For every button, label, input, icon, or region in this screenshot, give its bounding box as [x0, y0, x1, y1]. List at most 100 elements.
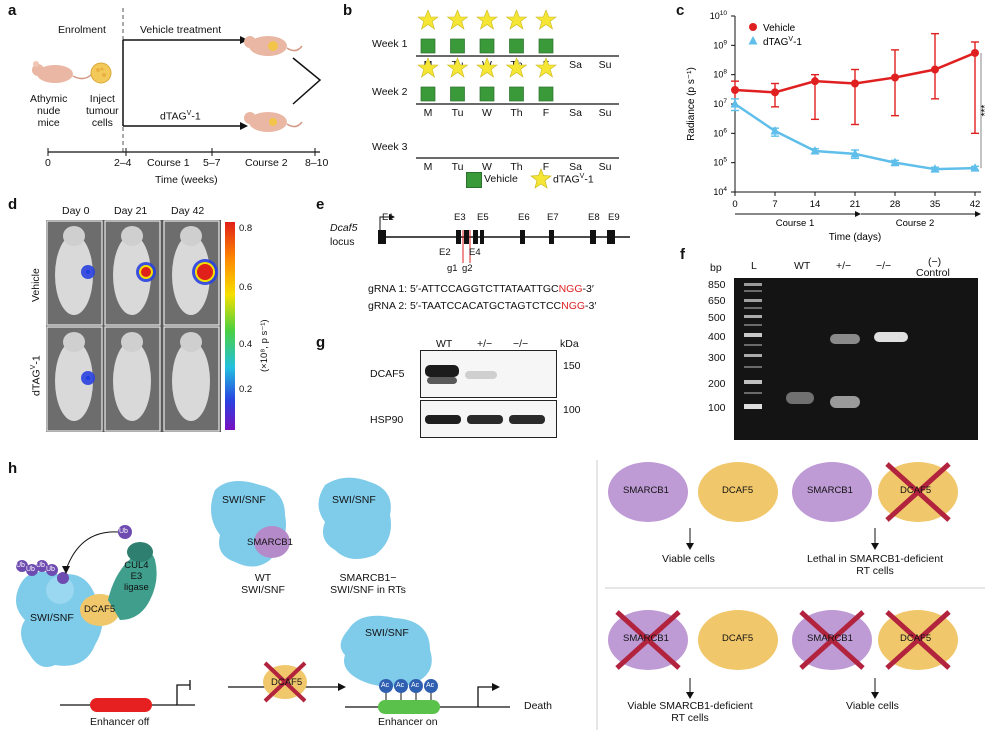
- tick-0: 0: [45, 157, 51, 169]
- enhancer-off-text: Enhancer off: [90, 716, 150, 728]
- data-point-vehicle: [771, 88, 779, 97]
- cul4-ligase: [108, 542, 157, 620]
- q3-smarcb1: SMARCB1: [623, 633, 669, 644]
- data-point-vehicle: [811, 77, 819, 86]
- mouse-dtag-icon: [244, 112, 303, 132]
- exon-e1: E1: [382, 212, 394, 223]
- data-point-vehicle: [731, 86, 739, 95]
- mouse-body: [172, 341, 210, 421]
- dcaf5-crossed-icon: [263, 661, 307, 703]
- mouse-head: [63, 226, 85, 246]
- guide-g2: g2: [462, 263, 473, 274]
- gene-name: Dcaf5: [330, 222, 358, 234]
- day-label: W: [482, 161, 492, 173]
- swi-snf-enhancer-icon: [340, 615, 432, 687]
- significance-stars: ***: [980, 105, 990, 117]
- wt-caption: WT SWI/SNF: [241, 572, 285, 596]
- data-point-vehicle: [891, 73, 899, 82]
- q3-dcaf5: DCAF5: [722, 633, 754, 644]
- legend-text: dTAGV-1: [763, 36, 802, 48]
- q4-smarcb1: SMARCB1: [807, 633, 853, 644]
- legend-dtag-star-icon: [530, 168, 552, 195]
- tick-2-4: 2–4: [114, 157, 132, 169]
- course2-label: Course 2: [245, 157, 288, 169]
- y-tick-label: 105: [713, 157, 727, 168]
- exon-e7: E7: [547, 212, 559, 223]
- enhancer-on-text: Enhancer on: [378, 716, 438, 728]
- tumour-signal-center: [86, 270, 90, 274]
- scale-tick-04: 0.4: [239, 339, 253, 350]
- mouse-body: [172, 235, 210, 315]
- lane-ko-pcr: −/−: [876, 260, 892, 272]
- dtag-star-icon: [446, 9, 469, 30]
- western-blot-dcaf5: [420, 350, 557, 398]
- dcaf5-blob-1: [698, 462, 778, 522]
- athymic-label: Athymic nude mice: [30, 93, 68, 129]
- legend-dtag-text: dTAGV-1: [553, 173, 594, 186]
- dtag-star-icon: [476, 57, 498, 78]
- vehicle-square: [420, 38, 436, 54]
- bp-500: 500: [708, 312, 726, 324]
- panel-e-label: e: [316, 196, 325, 213]
- mouse-head: [121, 332, 143, 352]
- legend-vehicle-swatch: [466, 172, 482, 188]
- exon-e5: E5: [477, 212, 489, 223]
- panel-c: 104 105 106 107 108 109 1010 0 7 14 21 28 35 42 Course…: [660, 0, 990, 250]
- day-label: Su: [599, 161, 612, 173]
- x-tick-label: 7: [772, 199, 777, 210]
- smarcb1-crossed-blob-3: [608, 610, 688, 670]
- day-label: F: [543, 161, 549, 173]
- vehicle-square: [450, 86, 465, 102]
- legend-marker-vehicle: [749, 23, 757, 31]
- data-point-dtag: [970, 163, 980, 172]
- day-label: W: [482, 107, 492, 119]
- dcaf5-crossed-blob-2: [878, 462, 958, 522]
- rt-caption: SMARCB1− SWI/SNF in RTs: [330, 572, 406, 596]
- x-tick-label: 42: [970, 199, 981, 210]
- x-tick-label: 0: [732, 199, 737, 210]
- bp-100: 100: [708, 402, 726, 414]
- exon-e8: E8: [588, 212, 600, 223]
- scale-tick-08: 0.8: [239, 223, 253, 234]
- panel-d-label: d: [8, 196, 18, 213]
- tick-8-10: 8–10: [305, 157, 329, 169]
- y-tick-label: 106: [713, 127, 727, 138]
- course1-text: Course 1: [776, 218, 815, 229]
- vehicle-square: [538, 86, 554, 102]
- color-scale-bar: [225, 222, 235, 430]
- lane-wt-pcr: WT: [794, 260, 811, 272]
- lane-ladder: L: [751, 260, 757, 272]
- mouse-vehicle-icon: [244, 36, 303, 56]
- lane-het: +/−: [477, 338, 493, 350]
- bp-200: 200: [708, 378, 726, 390]
- vehicle-square: [479, 38, 495, 54]
- scale-tick-06: 0.6: [239, 282, 253, 293]
- course2-text: Course 2: [896, 218, 935, 229]
- course1-label: Course 1: [147, 157, 190, 169]
- rt-swi-snf-icon: [318, 477, 391, 559]
- y-axis-label: Radiance (p s⁻¹): [686, 67, 697, 141]
- legend-vehicle-text: Vehicle: [484, 173, 518, 185]
- day0-label: Day 0: [62, 205, 90, 217]
- mouse-body: [113, 235, 151, 315]
- scale-label: (×10⁸, p s⁻¹): [259, 319, 270, 372]
- q4-dcaf5: DCAF5: [900, 633, 932, 644]
- x-tick-label: 28: [890, 199, 901, 210]
- q3-viable-rt: Viable SMARCB1-deficient RT cells: [627, 700, 753, 724]
- western-blot-hsp90: [420, 400, 557, 438]
- dtag-star-icon: [476, 9, 498, 30]
- week1-label: Week 1: [372, 38, 408, 50]
- ub-label-4: Ub: [36, 562, 45, 569]
- ubiquitin-chain-icon: [16, 525, 132, 584]
- panel-h-label: h: [8, 460, 18, 477]
- enrolment-label: Enrolment: [58, 24, 106, 36]
- data-point-dtag: [730, 99, 740, 108]
- panel-a-timeline: [32, 8, 322, 156]
- y-tick-label: 107: [713, 98, 727, 109]
- pcr-gel: [734, 278, 978, 440]
- dtag-label: dTAGV-1: [160, 110, 201, 123]
- q2-lethal: Lethal in SMARCB1-deficient RT cells: [807, 553, 943, 577]
- week3-label: Week 3: [372, 141, 408, 153]
- data-point-dtag: [850, 148, 860, 158]
- radiance-chart: 104 105 106 107 108 109 1010 0 7 14 21 28 35 42 Course…: [686, 10, 990, 243]
